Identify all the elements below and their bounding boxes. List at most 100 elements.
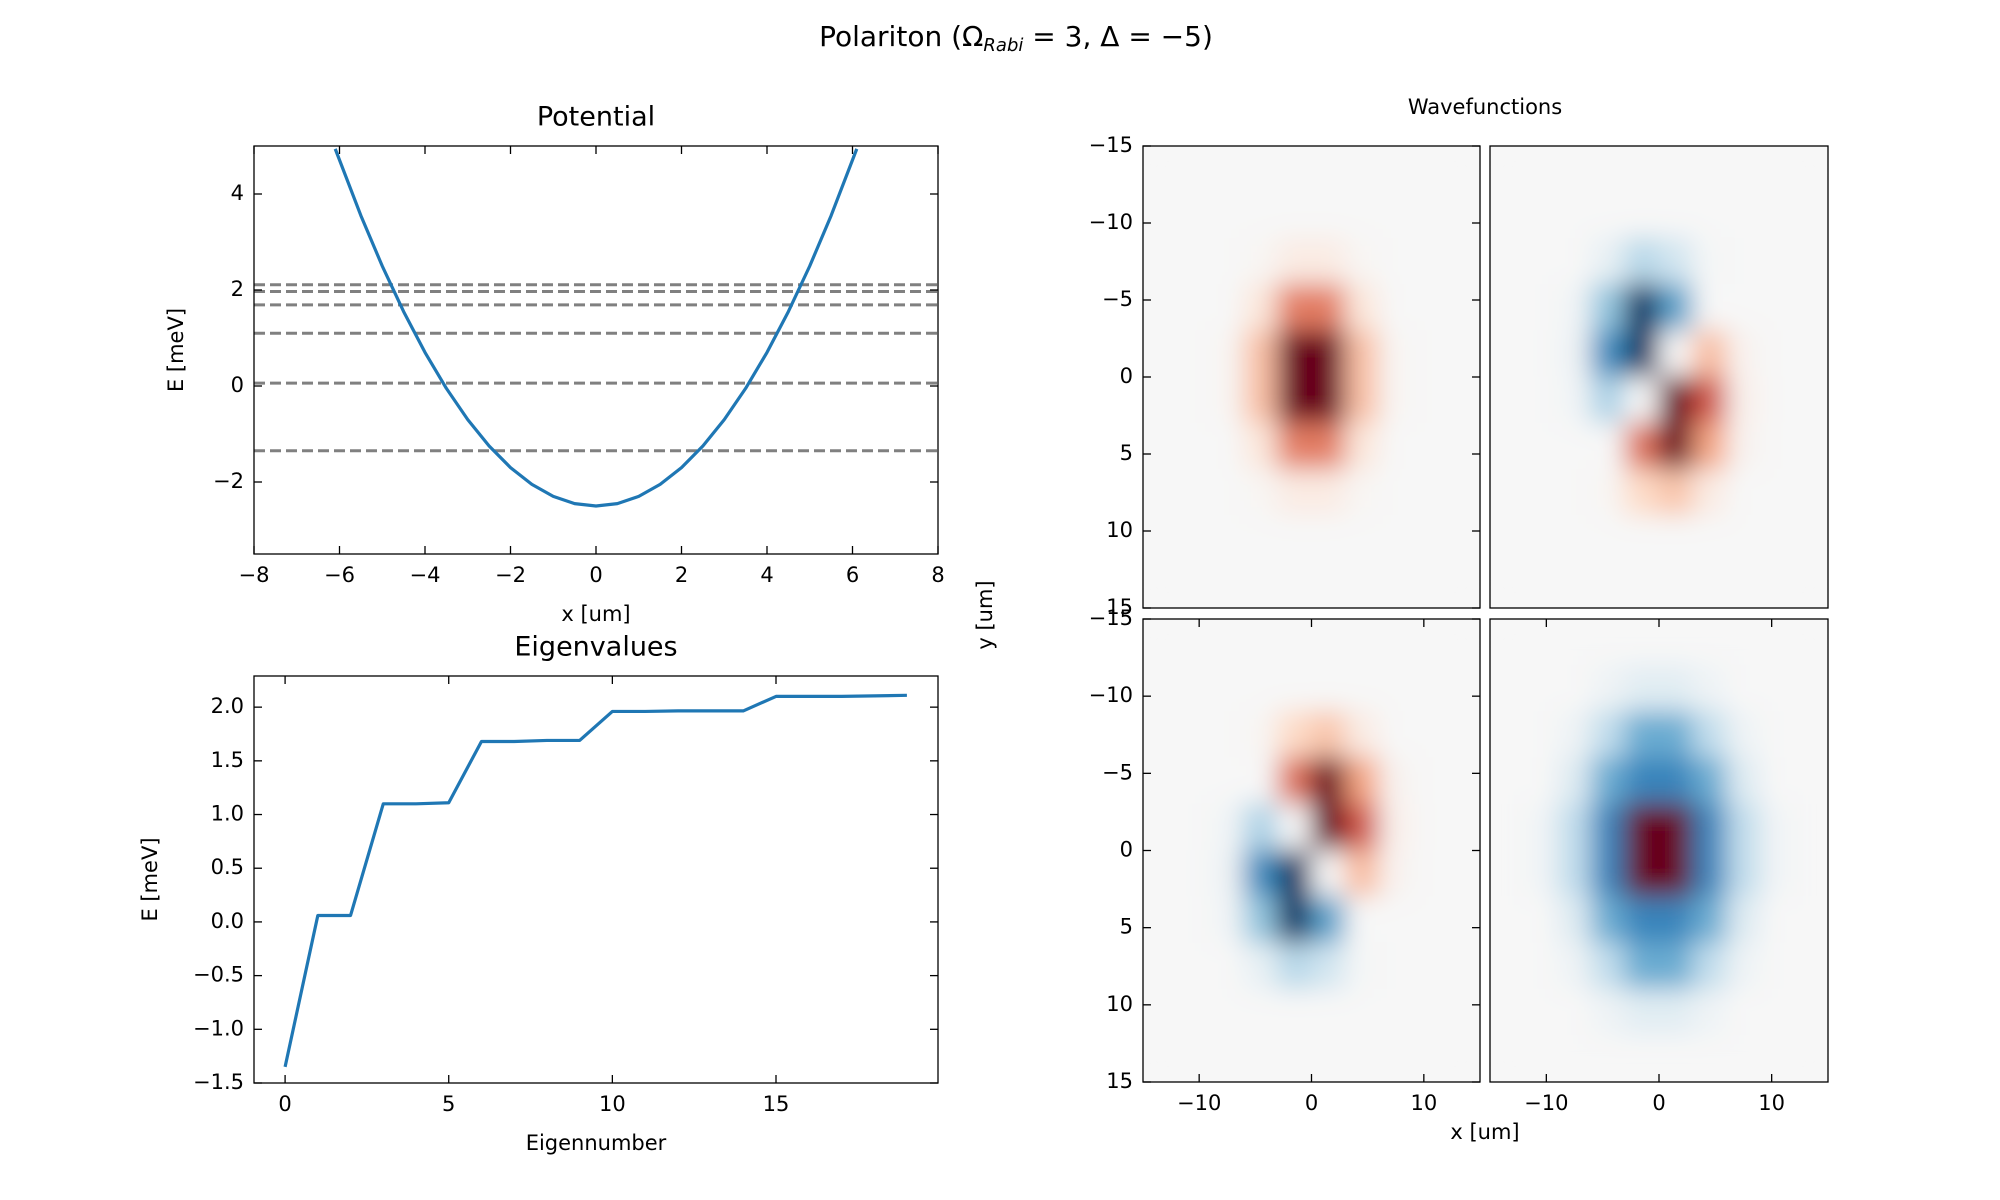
heatmap-cell	[1344, 330, 1380, 378]
heatmap-cell	[1793, 376, 1828, 424]
heatmap-cell	[1624, 515, 1660, 563]
heatmap-cell	[1378, 146, 1414, 193]
heatmap-cell	[1209, 422, 1245, 470]
heatmap-cell	[1143, 284, 1178, 332]
heatmap-cell	[1590, 561, 1626, 608]
heatmap-cell	[1243, 619, 1279, 666]
heatmap-cell	[1412, 942, 1447, 990]
heatmap-cell	[1624, 191, 1660, 239]
heatmap-cell	[1412, 850, 1447, 898]
heatmap-cell	[1277, 191, 1312, 239]
heatmap-cell	[1344, 803, 1380, 851]
heatmap-cell	[1557, 515, 1592, 563]
heatmap-cell	[1143, 619, 1178, 666]
heatmap-cell	[1490, 422, 1525, 470]
heatmap-cell	[1176, 330, 1211, 378]
x-tick-label: 4	[760, 563, 773, 587]
heatmap-cell	[1692, 988, 1728, 1037]
heatmap-cell	[1692, 515, 1728, 563]
heatmap-cell	[1143, 468, 1178, 517]
heatmap-cell	[1143, 330, 1178, 378]
heatmap-cell	[1557, 803, 1592, 851]
heatmap-cell	[1759, 942, 1795, 990]
heatmap-cell	[1209, 896, 1245, 944]
heatmap-cell	[1658, 942, 1694, 990]
heatmap-cell	[1658, 146, 1694, 193]
heatmap-cell	[1692, 757, 1728, 805]
heatmap-cell	[1311, 191, 1346, 239]
heatmap-cell	[1378, 191, 1414, 239]
heatmap-cell	[1523, 1035, 1559, 1082]
heatmap-cell	[1277, 711, 1312, 759]
y-tick-label: 4	[231, 181, 244, 205]
heatmap-cell	[1726, 515, 1761, 563]
heatmap-cell	[1692, 561, 1728, 608]
heatmap-cell	[1412, 757, 1447, 805]
heatmap-cell	[1378, 376, 1414, 424]
heatmap-cell	[1277, 896, 1312, 944]
heatmap-cell	[1445, 284, 1480, 332]
heatmap-cell	[1624, 850, 1660, 898]
heatmap-cell	[1143, 422, 1178, 470]
x-tick-label: 2	[675, 563, 688, 587]
heatmap-cell	[1209, 711, 1245, 759]
heatmap-cell	[1624, 1035, 1660, 1082]
heatmap-cell	[1209, 1035, 1245, 1082]
heatmap-cell	[1624, 757, 1660, 805]
heatmap-cell	[1445, 191, 1480, 239]
heatmap-cell	[1176, 191, 1211, 239]
x-tick-label: 8	[931, 563, 944, 587]
heatmap-cell	[1243, 191, 1279, 239]
heatmap-cell	[1490, 896, 1525, 944]
heatmap-cell	[1557, 988, 1592, 1037]
heatmap-cell	[1590, 988, 1626, 1037]
heatmap-cell	[1143, 146, 1178, 193]
heatmap-cell	[1243, 376, 1279, 424]
heatmap-cell	[1557, 191, 1592, 239]
heatmap-cell	[1277, 146, 1312, 193]
y-tick-label: −0.5	[193, 963, 244, 987]
heatmap-cell	[1344, 896, 1380, 944]
heatmap-cell	[1445, 468, 1480, 517]
heatmap-cell	[1209, 515, 1245, 563]
y-axis-label: E [meV]	[164, 308, 188, 392]
heatmap-cell	[1624, 330, 1660, 378]
x-tick-label: 15	[763, 1092, 790, 1116]
heatmap-cell	[1793, 664, 1828, 713]
heatmap-cell	[1412, 146, 1447, 193]
plot-area	[254, 148, 938, 508]
heatmap-cell	[1523, 422, 1559, 470]
heatmap-cell	[1344, 376, 1380, 424]
heatmap-cell	[1243, 284, 1279, 332]
heatmap-cell	[1557, 237, 1592, 286]
heatmap-cell	[1726, 146, 1761, 193]
heatmap-cell	[1243, 896, 1279, 944]
heatmap-cell	[1243, 803, 1279, 851]
heatmap-cell	[1624, 146, 1660, 193]
heatmap-cell	[1692, 803, 1728, 851]
heatmap-cell	[1523, 896, 1559, 944]
heatmap-cell	[1793, 515, 1828, 563]
heatmap-cell	[1557, 757, 1592, 805]
heatmap-cell	[1176, 515, 1211, 563]
heatmap-cell	[1624, 988, 1660, 1037]
heatmap-cell	[1490, 757, 1525, 805]
heatmap-cell	[1793, 896, 1828, 944]
heatmap-cell	[1490, 237, 1525, 286]
heatmap-cell	[1445, 850, 1480, 898]
heatmap-cell	[1590, 711, 1626, 759]
heatmap-cell	[1143, 988, 1178, 1037]
heatmap-cell	[1590, 237, 1626, 286]
heatmap-cell	[1412, 284, 1447, 332]
heatmap-cell	[1277, 330, 1312, 378]
heatmap-cell	[1523, 146, 1559, 193]
heatmap-cell	[1490, 376, 1525, 424]
heatmap-cell	[1726, 850, 1761, 898]
heatmap-cell	[1378, 896, 1414, 944]
heatmap-cell	[1378, 422, 1414, 470]
heatmap-cell	[1412, 515, 1447, 563]
heatmap-cell	[1209, 803, 1245, 851]
heatmap-cell	[1590, 376, 1626, 424]
heatmap-cell	[1759, 376, 1795, 424]
heatmap-cell	[1793, 1035, 1828, 1082]
